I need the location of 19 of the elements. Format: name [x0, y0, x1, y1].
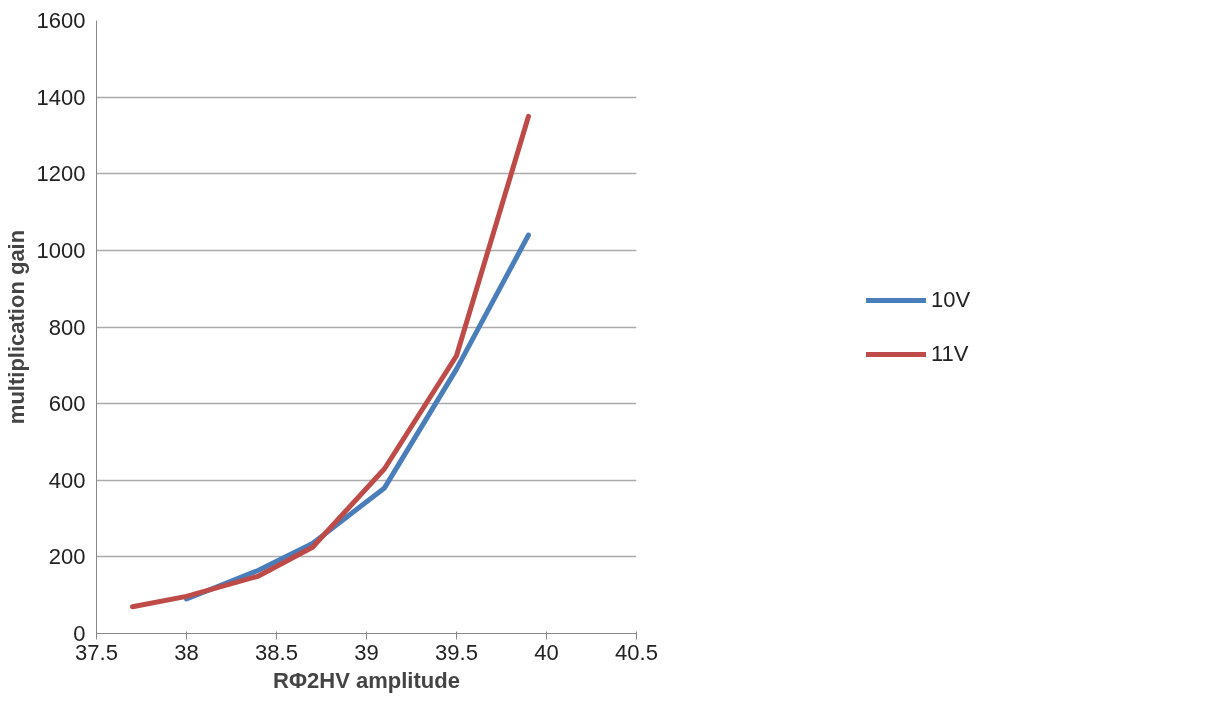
- y-tick-label: 1400: [36, 84, 86, 110]
- x-tick-label: 40: [534, 639, 559, 665]
- y-tick-label: 400: [48, 467, 86, 493]
- x-tick-label: 38.5: [255, 639, 298, 665]
- x-tick-label: 39.5: [435, 639, 478, 665]
- x-axis-title: RΦ2HV amplitude: [273, 667, 460, 693]
- y-tick-label: 1200: [36, 161, 86, 187]
- x-tick-label: 40.5: [615, 639, 658, 665]
- y-tick-label: 0: [73, 621, 86, 646]
- y-tick-label: 600: [48, 391, 86, 417]
- y-tick-label: 1600: [36, 8, 86, 33]
- x-tick-label: 38: [174, 639, 199, 665]
- y-axis-title: multiplication gain: [3, 229, 29, 425]
- y-tick-label: 800: [48, 314, 86, 340]
- y-tick-label: 1000: [36, 237, 86, 263]
- legend-label: 11V: [930, 340, 969, 367]
- legend-label: 10V: [930, 286, 971, 313]
- y-tick-label: 200: [48, 544, 86, 570]
- x-tick-label: 39: [354, 639, 379, 665]
